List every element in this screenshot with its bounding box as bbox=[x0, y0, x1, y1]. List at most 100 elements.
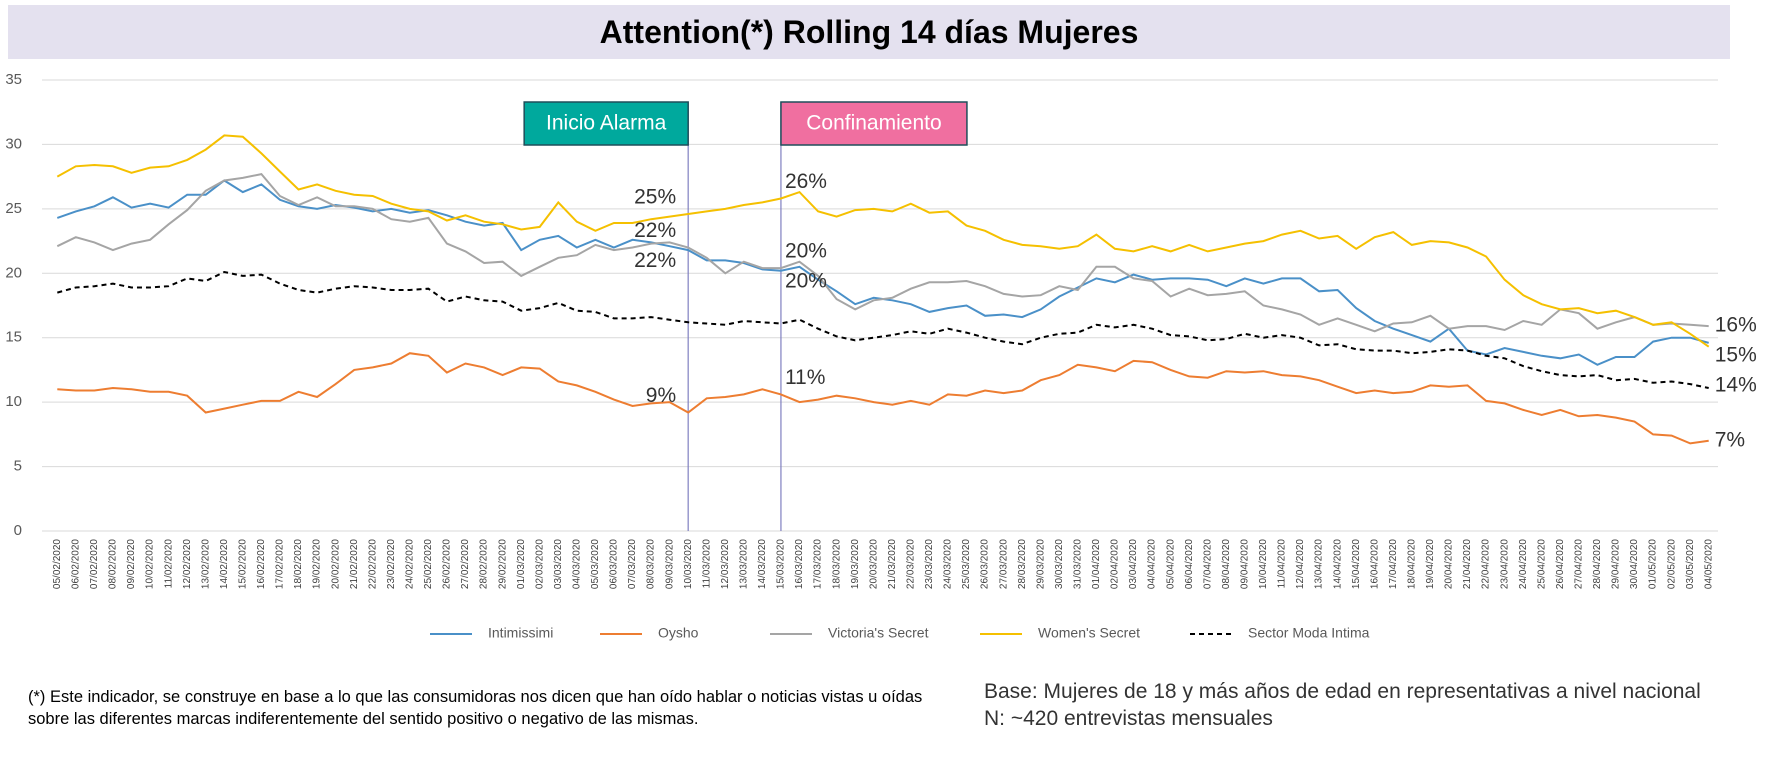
x-tick-label: 04/04/2020 bbox=[1147, 539, 1158, 589]
x-tick-label: 19/03/2020 bbox=[850, 539, 861, 589]
x-tick-label: 18/03/2020 bbox=[831, 539, 842, 589]
series-line bbox=[56, 173, 1709, 333]
x-tick-label: 08/04/2020 bbox=[1221, 539, 1232, 589]
x-tick-label: 16/04/2020 bbox=[1369, 539, 1380, 589]
x-tick-label: 30/04/2020 bbox=[1629, 539, 1640, 589]
x-tick-label: 21/04/2020 bbox=[1462, 539, 1473, 589]
x-tick-label: 16/02/2020 bbox=[256, 539, 267, 589]
x-tick-label: 20/03/2020 bbox=[868, 539, 879, 589]
x-tick-label: 01/04/2020 bbox=[1091, 539, 1102, 589]
series-line bbox=[56, 134, 1710, 348]
x-tick-label: 22/02/2020 bbox=[367, 539, 378, 589]
x-tick-label: 08/03/2020 bbox=[646, 539, 657, 589]
x-tick-label: 16/03/2020 bbox=[794, 539, 805, 589]
x-tick-label: 22/04/2020 bbox=[1481, 539, 1492, 589]
x-tick-label: 12/02/2020 bbox=[182, 539, 193, 589]
x-tick-label: 29/03/2020 bbox=[1035, 539, 1046, 589]
footnote: (*) Este indicador, se construye en base… bbox=[28, 688, 923, 728]
x-tick-label: 26/04/2020 bbox=[1555, 539, 1566, 589]
note: Base: Mujeres de 18 y más años de edad e… bbox=[984, 680, 1701, 703]
x-tick-label: 27/04/2020 bbox=[1573, 539, 1584, 589]
event-box bbox=[780, 101, 968, 146]
data-label: 11% bbox=[785, 366, 825, 389]
x-tick-label: 03/05/2020 bbox=[1685, 539, 1696, 589]
legend-label: Victoria's Secret bbox=[828, 625, 929, 641]
x-tick-label: 24/02/2020 bbox=[404, 539, 415, 589]
x-tick-label: 11/04/2020 bbox=[1277, 539, 1288, 589]
x-tick-label: 14/04/2020 bbox=[1332, 539, 1343, 589]
chart-title: Attention(*) Rolling 14 días Mujeres bbox=[8, 5, 1730, 59]
x-tick-label: 01/05/2020 bbox=[1648, 539, 1659, 589]
x-tick-label: 13/03/2020 bbox=[738, 539, 749, 589]
x-tick-label: 26/02/2020 bbox=[442, 539, 453, 589]
y-tick-label: 25 bbox=[5, 200, 22, 217]
x-tick-label: 19/02/2020 bbox=[312, 539, 323, 589]
x-tick-label: 07/03/2020 bbox=[627, 539, 638, 589]
notes: Base: Mujeres de 18 y más años de edad e… bbox=[984, 678, 1701, 732]
x-tick-label: 20/04/2020 bbox=[1444, 539, 1455, 589]
y-tick-label: 35 bbox=[5, 71, 22, 88]
x-tick-label: 04/03/2020 bbox=[571, 539, 582, 589]
x-tick-label: 15/02/2020 bbox=[237, 539, 248, 589]
y-tick-label: 0 bbox=[14, 522, 22, 539]
x-tick-label: 27/02/2020 bbox=[460, 539, 471, 589]
x-tick-label: 23/02/2020 bbox=[386, 539, 397, 589]
x-tick-label: 14/03/2020 bbox=[757, 539, 768, 589]
x-tick-label: 11/03/2020 bbox=[701, 539, 712, 589]
data-label: 16% bbox=[1715, 314, 1757, 337]
data-label: 20% bbox=[785, 270, 827, 293]
x-tick-label: 28/02/2020 bbox=[479, 539, 490, 589]
data-label: 25% bbox=[634, 186, 676, 209]
x-tick-label: 04/05/2020 bbox=[1703, 539, 1714, 589]
x-tick-label: 10/02/2020 bbox=[145, 539, 156, 589]
x-tick-label: 30/03/2020 bbox=[1054, 539, 1065, 589]
x-tick-label: 05/02/2020 bbox=[52, 539, 63, 589]
x-tick-label: 07/02/2020 bbox=[89, 539, 100, 589]
x-tick-label: 09/02/2020 bbox=[126, 539, 137, 589]
y-tick-label: 20 bbox=[5, 264, 22, 281]
x-tick-label: 22/03/2020 bbox=[905, 539, 916, 589]
x-tick-label: 15/04/2020 bbox=[1351, 539, 1362, 589]
x-tick-label: 25/04/2020 bbox=[1536, 539, 1547, 589]
x-tick-label: 19/04/2020 bbox=[1425, 539, 1436, 589]
x-tick-label: 06/02/2020 bbox=[70, 539, 81, 589]
x-tick-label: 23/04/2020 bbox=[1499, 539, 1510, 589]
x-tick-label: 17/04/2020 bbox=[1388, 539, 1399, 589]
legend-label: Sector Moda Intima bbox=[1248, 625, 1370, 641]
series-line bbox=[57, 352, 1709, 445]
x-tick-label: 02/04/2020 bbox=[1110, 539, 1121, 589]
x-tick-label: 18/02/2020 bbox=[293, 539, 304, 589]
data-label: 7% bbox=[1715, 428, 1745, 451]
x-tick-label: 25/03/2020 bbox=[961, 539, 972, 589]
y-tick-label: 5 bbox=[14, 458, 22, 475]
series-line bbox=[57, 270, 1709, 389]
data-label: 14% bbox=[1715, 374, 1757, 397]
y-tick-label: 15 bbox=[5, 329, 22, 346]
x-tick-label: 27/03/2020 bbox=[998, 539, 1009, 589]
x-tick-label: 06/04/2020 bbox=[1184, 539, 1195, 589]
x-tick-label: 21/03/2020 bbox=[887, 539, 898, 589]
x-tick-label: 18/04/2020 bbox=[1406, 539, 1417, 589]
data-label: 22% bbox=[634, 249, 676, 272]
x-tick-label: 02/05/2020 bbox=[1666, 539, 1677, 589]
x-tick-label: 20/02/2020 bbox=[330, 539, 341, 589]
data-label: 9% bbox=[646, 384, 676, 407]
data-label: 22% bbox=[634, 219, 676, 242]
x-tick-label: 02/03/2020 bbox=[534, 539, 545, 589]
event-box bbox=[523, 101, 689, 146]
x-tick-label: 25/02/2020 bbox=[423, 539, 434, 589]
x-tick-label: 05/03/2020 bbox=[590, 539, 601, 589]
x-tick-label: 31/03/2020 bbox=[1072, 539, 1083, 589]
x-tick-label: 09/04/2020 bbox=[1239, 539, 1250, 589]
data-label: 26% bbox=[785, 170, 827, 193]
data-label: 15% bbox=[1715, 344, 1757, 367]
x-tick-label: 05/04/2020 bbox=[1165, 539, 1176, 589]
x-tick-label: 29/04/2020 bbox=[1611, 539, 1622, 589]
x-tick-label: 14/02/2020 bbox=[219, 539, 230, 589]
x-tick-label: 10/03/2020 bbox=[683, 539, 694, 589]
x-tick-label: 17/02/2020 bbox=[275, 539, 286, 589]
legend-label: Oysho bbox=[658, 625, 699, 641]
x-tick-label: 03/04/2020 bbox=[1128, 539, 1139, 589]
x-tick-label: 13/04/2020 bbox=[1314, 539, 1325, 589]
